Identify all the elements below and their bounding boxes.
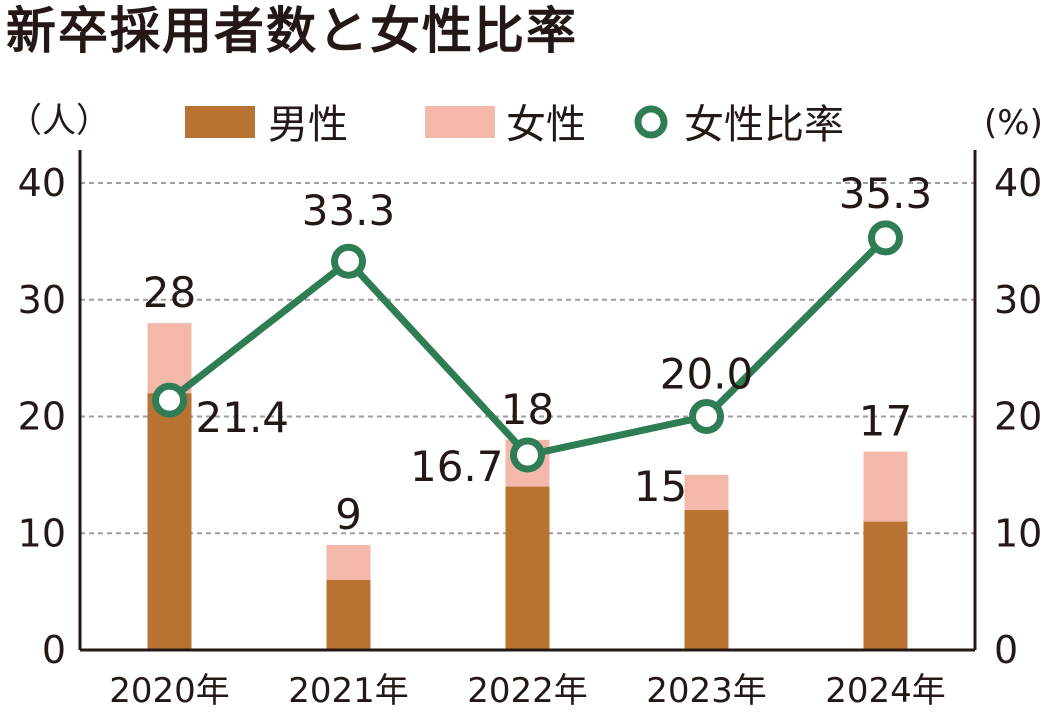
ratio-value-label: 33.3 — [302, 186, 396, 235]
x-tick-label: 2022年 — [467, 671, 588, 711]
bar-female — [326, 544, 371, 580]
right-tick-label: 0 — [994, 628, 1018, 672]
ratio-value-label: 20.0 — [660, 350, 754, 399]
right-tick-label: 20 — [994, 395, 1042, 439]
ratio-point — [152, 382, 187, 418]
ratio-point — [868, 220, 903, 256]
left-axis-unit: （人） — [8, 101, 110, 141]
x-tick-label: 2024年 — [825, 671, 946, 711]
right-tick-label: 30 — [994, 278, 1042, 322]
data-labels: 28 9 18 15 17 21.4 33.3 16.7 20.0 35.3 — [143, 169, 932, 539]
axes: 0 0 10 10 20 20 30 30 40 40 2020年 2021年 2022年 2023年 20… — [18, 150, 1042, 711]
bar-female — [147, 323, 192, 394]
right-tick-label: 40 — [994, 161, 1042, 205]
chart-title: 新卒採用者数と女性比率 — [6, 2, 578, 60]
left-tick-label: 10 — [18, 511, 66, 555]
bar-female — [863, 451, 908, 522]
bar-male — [505, 486, 550, 650]
legend: 男性 女性 女性比率 — [185, 102, 844, 148]
legend-female-label: 女性 — [506, 102, 586, 148]
right-axis-unit: (%) — [984, 103, 1043, 143]
legend-ratio-label: 女性比率 — [684, 102, 844, 148]
left-tick-label: 30 — [18, 278, 66, 322]
left-tick-label: 40 — [18, 161, 66, 205]
legend-male-label: 男性 — [268, 102, 348, 148]
bar-male — [684, 509, 729, 650]
ratio-point — [510, 437, 545, 473]
ratio-line — [152, 220, 903, 473]
bar-male — [147, 393, 192, 650]
bars — [147, 323, 908, 650]
ratio-value-label: 35.3 — [839, 169, 933, 218]
x-tick-label: 2020年 — [109, 671, 230, 711]
total-value-label: 28 — [143, 268, 196, 317]
left-tick-label: 0 — [42, 628, 66, 672]
total-value-label: 9 — [335, 490, 362, 539]
total-value-label: 17 — [859, 397, 912, 446]
legend-ratio-marker — [634, 105, 668, 139]
total-value-label: 18 — [501, 385, 554, 434]
right-tick-label: 10 — [994, 511, 1042, 555]
ratio-point — [689, 399, 724, 434]
total-value-label: 15 — [634, 462, 687, 511]
bar-female — [684, 474, 729, 510]
x-tick-label: 2021年 — [288, 671, 409, 711]
ratio-point — [331, 243, 366, 279]
ratio-value-label: 21.4 — [196, 393, 290, 442]
legend-female-swatch — [425, 106, 495, 138]
ratio-value-label: 16.7 — [410, 442, 504, 491]
x-tick-label: 2023年 — [646, 671, 767, 711]
bar-male — [863, 521, 908, 650]
legend-male-swatch — [185, 106, 255, 138]
left-tick-label: 20 — [18, 395, 66, 439]
bar-male — [326, 579, 371, 650]
